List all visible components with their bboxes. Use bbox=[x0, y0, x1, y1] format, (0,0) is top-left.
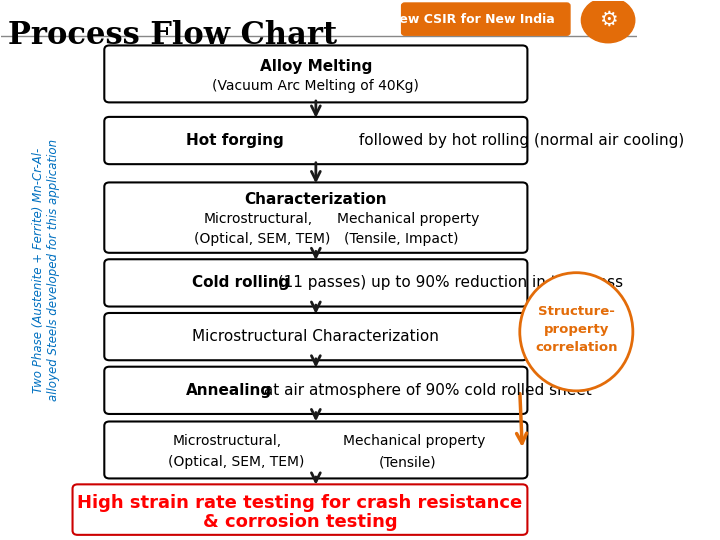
Text: Hot forging: Hot forging bbox=[186, 133, 284, 148]
FancyBboxPatch shape bbox=[104, 259, 528, 307]
Text: Cold rolling: Cold rolling bbox=[192, 275, 289, 291]
Text: Alloy Melting: Alloy Melting bbox=[260, 59, 372, 74]
Text: Microstructural,: Microstructural, bbox=[172, 434, 282, 448]
Text: (11 passes) up to 90% reduction in thickness: (11 passes) up to 90% reduction in thick… bbox=[269, 275, 624, 291]
Text: at air atmosphere of 90% cold rolled sheet: at air atmosphere of 90% cold rolled she… bbox=[258, 383, 591, 398]
Text: (Tensile, Impact): (Tensile, Impact) bbox=[344, 232, 459, 246]
FancyBboxPatch shape bbox=[402, 3, 570, 35]
FancyBboxPatch shape bbox=[73, 484, 528, 535]
Text: ⚙: ⚙ bbox=[599, 10, 618, 30]
Ellipse shape bbox=[520, 273, 633, 391]
Circle shape bbox=[582, 0, 635, 43]
Text: Microstructural Characterization: Microstructural Characterization bbox=[192, 329, 439, 344]
Text: (Tensile): (Tensile) bbox=[379, 455, 437, 469]
FancyBboxPatch shape bbox=[104, 313, 528, 360]
Text: New CSIR for New India: New CSIR for New India bbox=[389, 12, 554, 25]
FancyBboxPatch shape bbox=[104, 183, 528, 253]
Text: & corrosion testing: & corrosion testing bbox=[202, 513, 397, 531]
Text: Structure-
property
correlation: Structure- property correlation bbox=[535, 305, 618, 354]
Text: Process Flow Chart: Process Flow Chart bbox=[8, 20, 337, 51]
Text: Characterization: Characterization bbox=[245, 192, 387, 207]
Text: High strain rate testing for crash resistance: High strain rate testing for crash resis… bbox=[77, 494, 523, 512]
Text: (Vacuum Arc Melting of 40Kg): (Vacuum Arc Melting of 40Kg) bbox=[212, 79, 419, 93]
Text: Mechanical property: Mechanical property bbox=[343, 434, 485, 448]
Text: (Optical, SEM, TEM): (Optical, SEM, TEM) bbox=[168, 455, 305, 469]
Text: Mechanical property: Mechanical property bbox=[337, 212, 479, 226]
Text: followed by hot rolling (normal air cooling): followed by hot rolling (normal air cool… bbox=[354, 133, 684, 148]
FancyBboxPatch shape bbox=[104, 45, 528, 103]
FancyBboxPatch shape bbox=[104, 117, 528, 164]
Text: (Optical, SEM, TEM): (Optical, SEM, TEM) bbox=[194, 232, 330, 246]
Text: Microstructural,: Microstructural, bbox=[204, 212, 313, 226]
FancyBboxPatch shape bbox=[104, 422, 528, 478]
Text: Annealing: Annealing bbox=[186, 383, 271, 398]
Text: Two Phase (Austenite + Ferrite) Mn-Cr-Al-
alloyed Steels developed for this appl: Two Phase (Austenite + Ferrite) Mn-Cr-Al… bbox=[32, 139, 60, 401]
FancyBboxPatch shape bbox=[104, 367, 528, 414]
